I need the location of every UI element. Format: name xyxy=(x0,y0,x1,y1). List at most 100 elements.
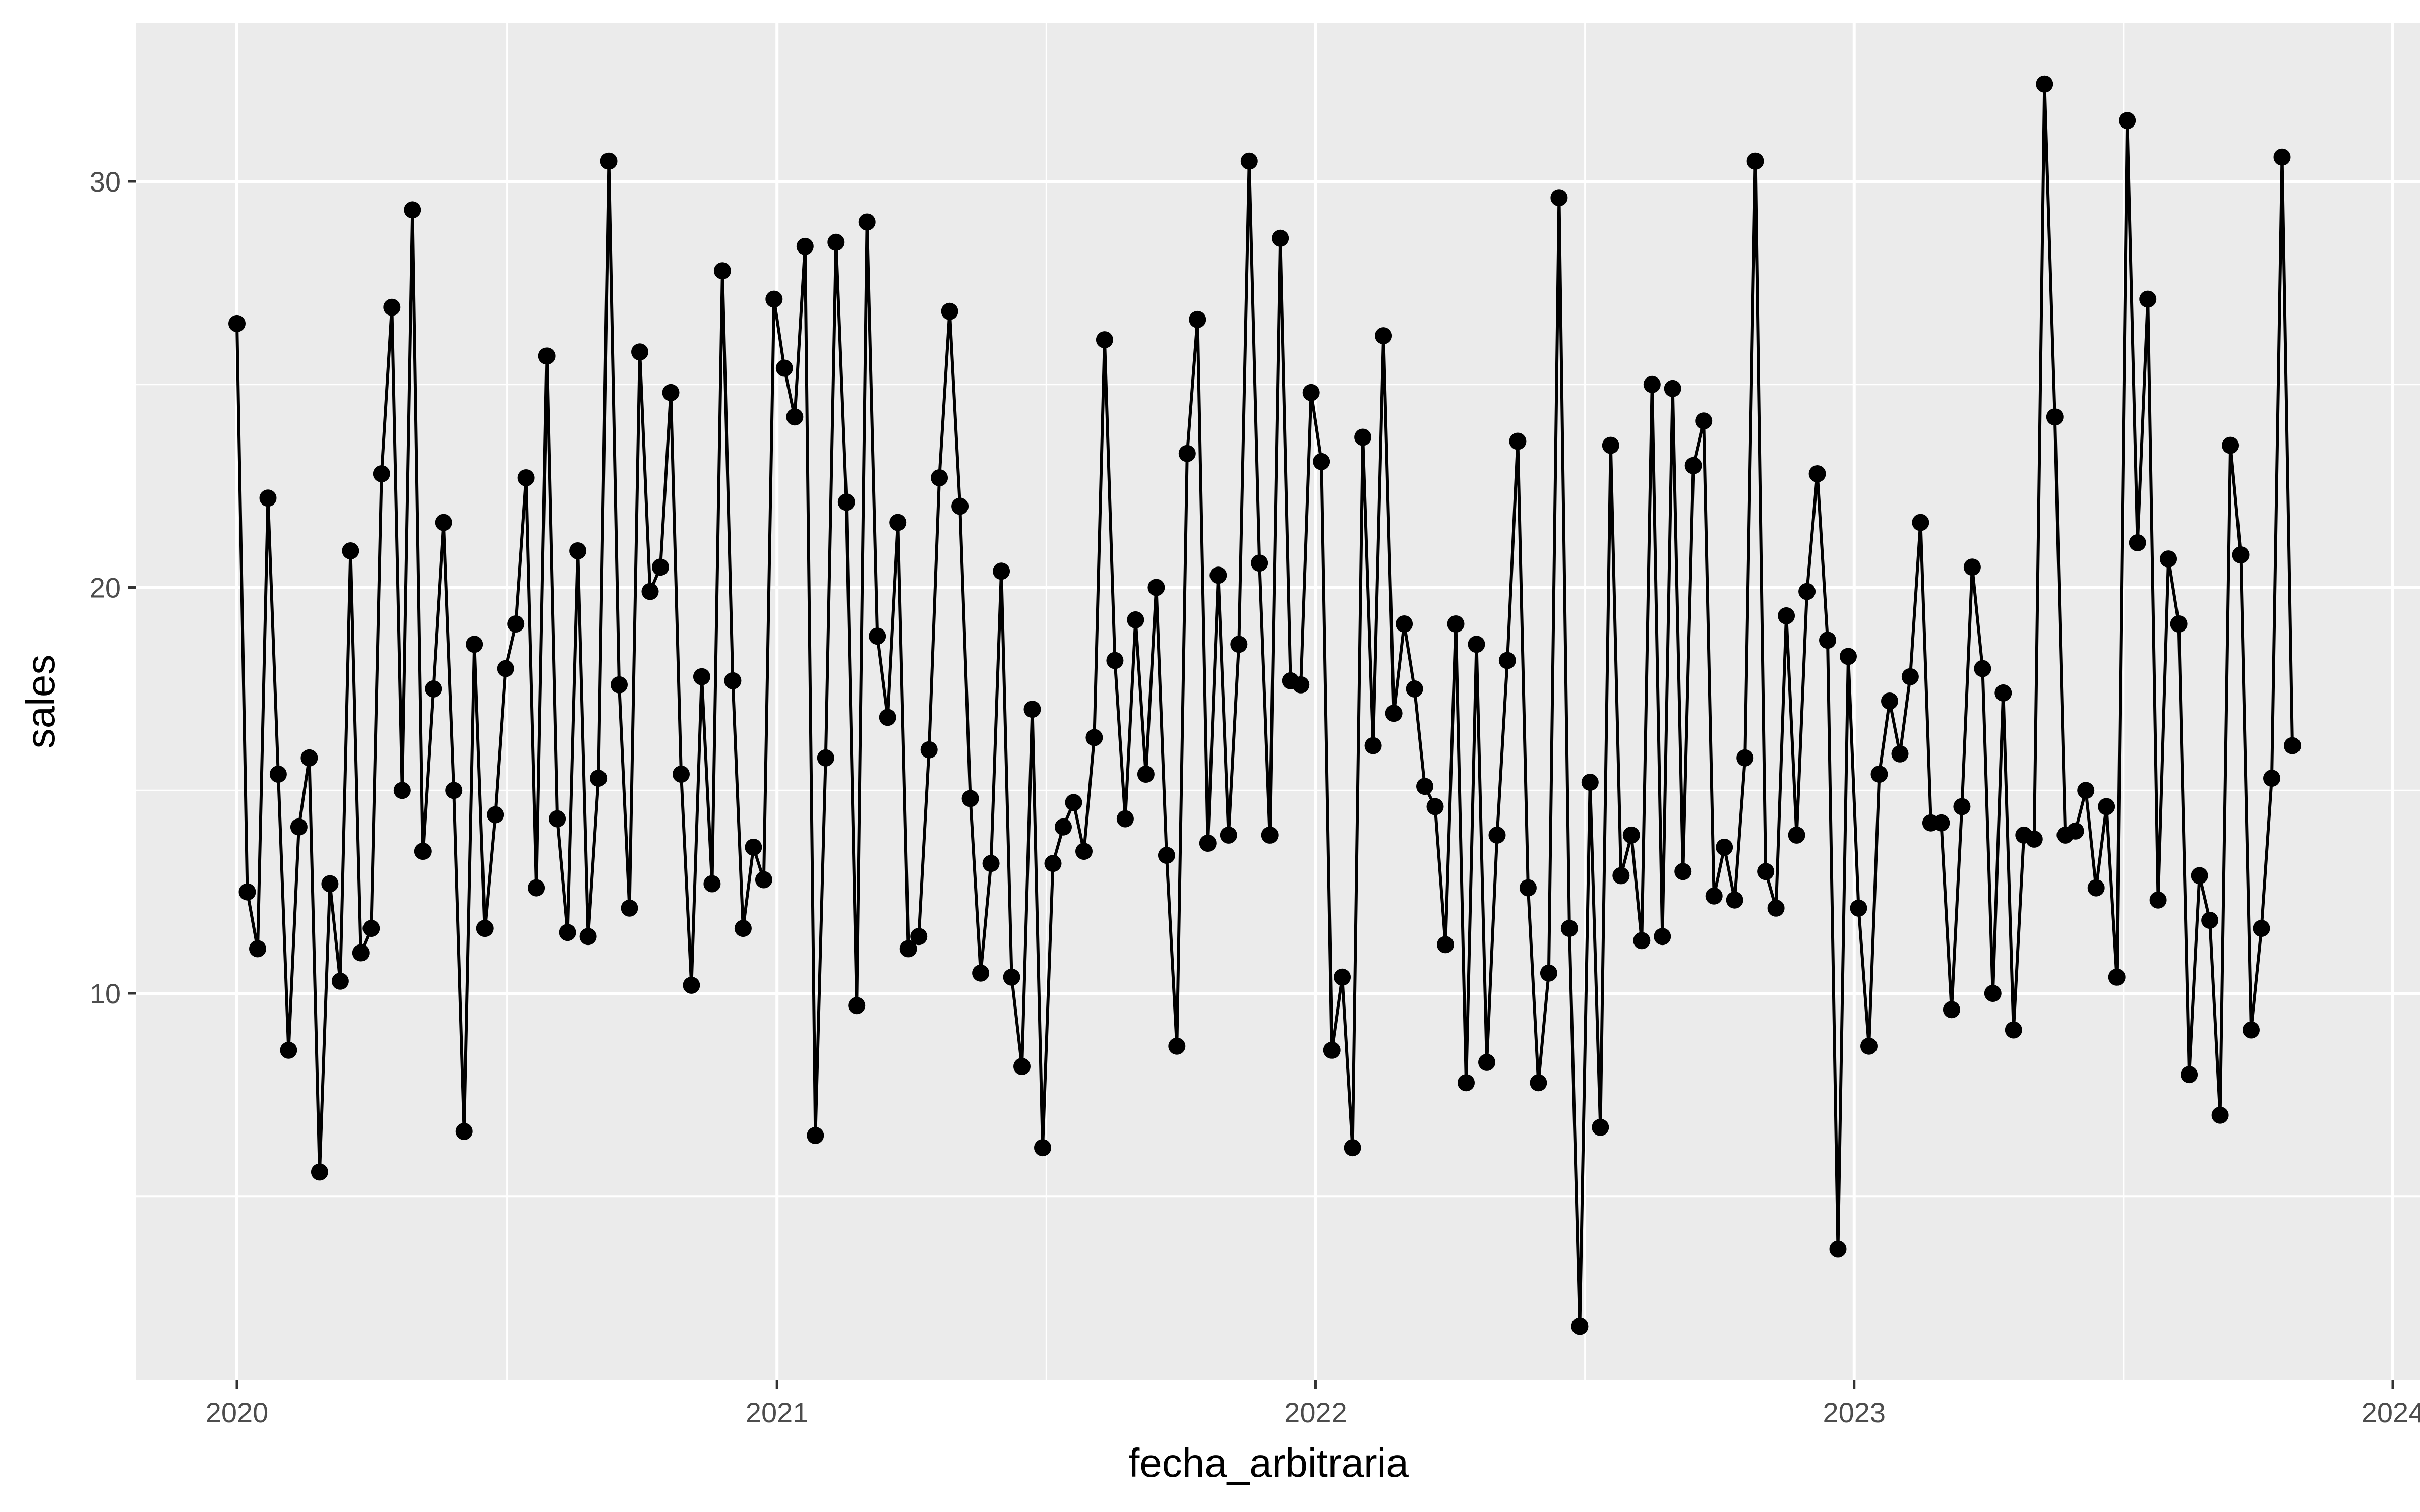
data-point xyxy=(1819,632,1836,649)
data-point xyxy=(1953,798,1971,815)
data-point xyxy=(1612,867,1630,885)
data-point xyxy=(331,972,349,990)
data-point xyxy=(549,810,566,828)
data-point xyxy=(1375,327,1393,345)
data-point xyxy=(2119,112,2136,130)
data-point xyxy=(1850,899,1867,917)
data-point xyxy=(713,262,731,280)
data-point xyxy=(2108,968,2126,986)
data-point xyxy=(1602,436,1619,454)
data-point xyxy=(641,583,659,600)
data-point xyxy=(1096,331,1113,349)
data-point xyxy=(373,465,390,482)
data-point xyxy=(1137,766,1155,783)
data-point xyxy=(1571,1317,1589,1335)
data-point xyxy=(280,1041,297,1059)
data-point xyxy=(228,314,246,332)
data-point xyxy=(1261,826,1279,844)
data-point xyxy=(1364,737,1382,754)
data-point xyxy=(1798,583,1816,600)
data-point xyxy=(1240,152,1258,170)
x-tick-label: 2022 xyxy=(1284,1397,1347,1428)
data-point xyxy=(1757,863,1775,880)
data-point xyxy=(910,928,928,946)
data-point xyxy=(745,839,762,856)
data-point xyxy=(2222,436,2240,454)
data-point xyxy=(1106,652,1124,669)
data-point xyxy=(734,920,752,937)
data-point xyxy=(1416,778,1433,795)
data-point xyxy=(1530,1074,1547,1092)
data-point xyxy=(2149,891,2167,909)
x-tick-label: 2023 xyxy=(1823,1397,1886,1428)
data-point xyxy=(837,493,855,511)
data-point xyxy=(1994,684,2012,702)
data-point xyxy=(1396,615,1413,633)
series-line xyxy=(235,82,2294,1328)
data-point xyxy=(1943,1001,1960,1019)
data-point xyxy=(1705,887,1723,905)
data-point xyxy=(1013,1058,1031,1075)
data-point xyxy=(951,497,969,515)
data-point xyxy=(755,871,772,889)
data-point xyxy=(1695,412,1713,430)
data-point xyxy=(879,709,896,726)
data-point xyxy=(342,542,359,559)
data-point xyxy=(1302,384,1320,401)
data-point xyxy=(290,818,308,836)
data-point xyxy=(1860,1037,1878,1055)
data-point xyxy=(1633,932,1651,950)
data-point xyxy=(1292,676,1310,694)
x-tick-label: 2020 xyxy=(206,1397,269,1428)
data-point xyxy=(631,343,648,361)
data-point xyxy=(1426,798,1444,815)
data-point xyxy=(931,469,948,486)
data-point xyxy=(1829,1240,1847,1258)
data-point xyxy=(1313,453,1330,470)
plot-panel xyxy=(136,23,2420,1380)
data-point xyxy=(2160,550,2177,568)
data-point xyxy=(1034,1139,1051,1157)
data-point xyxy=(435,514,452,531)
data-point xyxy=(590,770,608,787)
data-point xyxy=(1127,611,1144,628)
data-point xyxy=(817,749,834,767)
data-point xyxy=(466,636,483,653)
x-axis-title: fecha_arbitraria xyxy=(1128,1440,1409,1485)
data-point xyxy=(1437,936,1454,954)
data-point xyxy=(1075,843,1093,860)
data-point xyxy=(807,1126,824,1144)
data-point xyxy=(249,940,266,958)
data-point xyxy=(414,843,432,860)
data-point xyxy=(497,660,514,677)
data-point xyxy=(1189,310,1206,328)
data-point xyxy=(445,782,463,799)
data-point xyxy=(404,201,421,219)
data-point xyxy=(703,875,721,893)
data-point xyxy=(920,741,938,759)
data-point xyxy=(1560,920,1578,937)
data-point xyxy=(600,152,618,170)
data-point xyxy=(1519,879,1537,897)
data-point xyxy=(1840,648,1857,665)
data-point xyxy=(1209,566,1227,584)
data-point xyxy=(2284,737,2301,754)
data-point xyxy=(1158,847,1175,864)
data-point xyxy=(1654,928,1671,946)
y-axis-title: sales xyxy=(18,655,63,749)
data-point xyxy=(1778,607,1795,624)
data-point xyxy=(972,964,990,982)
data-point xyxy=(1974,660,1991,677)
data-point xyxy=(1458,1074,1475,1092)
data-point xyxy=(1788,826,1805,844)
data-point xyxy=(1478,1053,1495,1071)
data-point xyxy=(2191,867,2208,885)
data-point xyxy=(673,766,690,783)
data-point xyxy=(2201,912,2219,929)
data-point xyxy=(1716,839,1733,856)
data-point xyxy=(1023,701,1041,718)
data-point xyxy=(1498,652,1516,669)
y-tick-label: 10 xyxy=(90,978,121,1010)
data-point xyxy=(2273,148,2291,166)
